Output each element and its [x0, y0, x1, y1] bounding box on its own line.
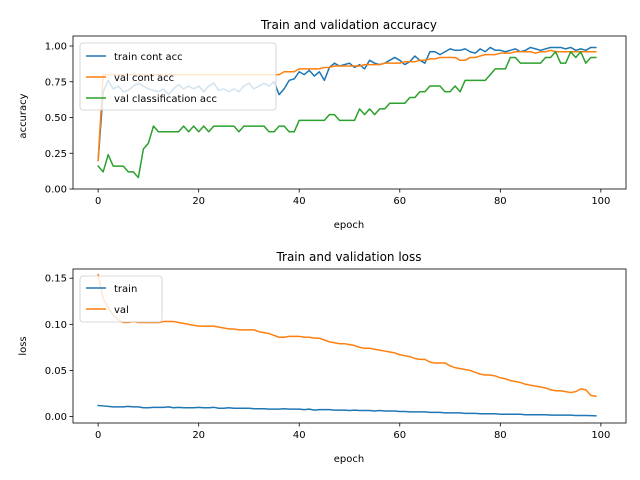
loss-x-tick-label: 100	[591, 430, 610, 441]
legend-label-train: train	[114, 284, 137, 295]
accuracy-y-tick-label: 0.75	[45, 77, 67, 88]
legend-label-val-classification-acc: val classification acc	[114, 94, 217, 105]
legend-label-val-cont-acc: val cont acc	[114, 73, 174, 84]
accuracy-x-tick-label: 40	[293, 196, 306, 207]
loss-x-ticks: 0 20 40 60 80 100	[95, 423, 610, 441]
accuracy-y-axis-label: accuracy	[18, 93, 29, 138]
loss-x-tick-label: 0	[95, 430, 101, 441]
loss-y-tick-label: 0.10	[45, 320, 67, 331]
loss-x-axis-label: epoch	[334, 454, 364, 465]
loss-series-train	[97, 404, 597, 417]
legend-label-val: val	[114, 305, 129, 316]
loss-y-axis-label: loss	[18, 336, 29, 355]
accuracy-y-tick-label: 1.00	[45, 42, 67, 53]
loss-series-val	[97, 273, 597, 398]
accuracy-x-tick-label: 80	[494, 196, 507, 207]
loss-legend: train val	[79, 275, 163, 323]
loss-x-tick-label: 20	[192, 430, 205, 441]
loss-x-tick-label: 80	[494, 430, 507, 441]
loss-y-tick-label: 0.05	[45, 366, 67, 377]
accuracy-y-tick-label: 0.50	[45, 113, 67, 124]
accuracy-x-ticks: 0 20 40 60 80 100	[95, 189, 610, 207]
accuracy-x-tick-label: 0	[95, 196, 101, 207]
loss-plot-lines	[97, 273, 597, 417]
accuracy-y-tick-label: 0.25	[45, 149, 67, 160]
legend-label-train-cont-acc: train cont acc	[114, 52, 183, 63]
loss-plot-frame	[72, 268, 627, 424]
loss-chart: Train and validation loss epoch loss 0 20…	[18, 250, 627, 465]
loss-y-ticks: 0.00 0.05 0.10 0.15	[45, 274, 73, 423]
loss-x-tick-label: 40	[293, 430, 306, 441]
accuracy-legend-box	[79, 42, 277, 111]
accuracy-chart: Train and validation accuracy epoch accu…	[18, 18, 627, 231]
accuracy-x-axis-label: epoch	[334, 220, 364, 231]
loss-chart-title: Train and validation loss	[275, 250, 421, 264]
accuracy-x-tick-label: 100	[591, 196, 610, 207]
loss-y-tick-label: 0.00	[45, 412, 67, 423]
accuracy-plot-frame	[72, 35, 627, 190]
loss-x-tick-label: 60	[393, 430, 406, 441]
accuracy-series-val-classification-acc	[97, 50, 597, 179]
loss-y-tick-label: 0.15	[45, 274, 67, 285]
accuracy-chart-title: Train and validation accuracy	[260, 18, 437, 32]
accuracy-y-tick-label: 0.00	[45, 185, 67, 196]
accuracy-x-tick-label: 60	[393, 196, 406, 207]
accuracy-x-tick-label: 20	[192, 196, 205, 207]
accuracy-y-ticks: 0.00 0.25 0.50 0.75 1.00	[45, 42, 73, 196]
accuracy-legend: train cont acc val cont acc val classifi…	[79, 42, 277, 111]
